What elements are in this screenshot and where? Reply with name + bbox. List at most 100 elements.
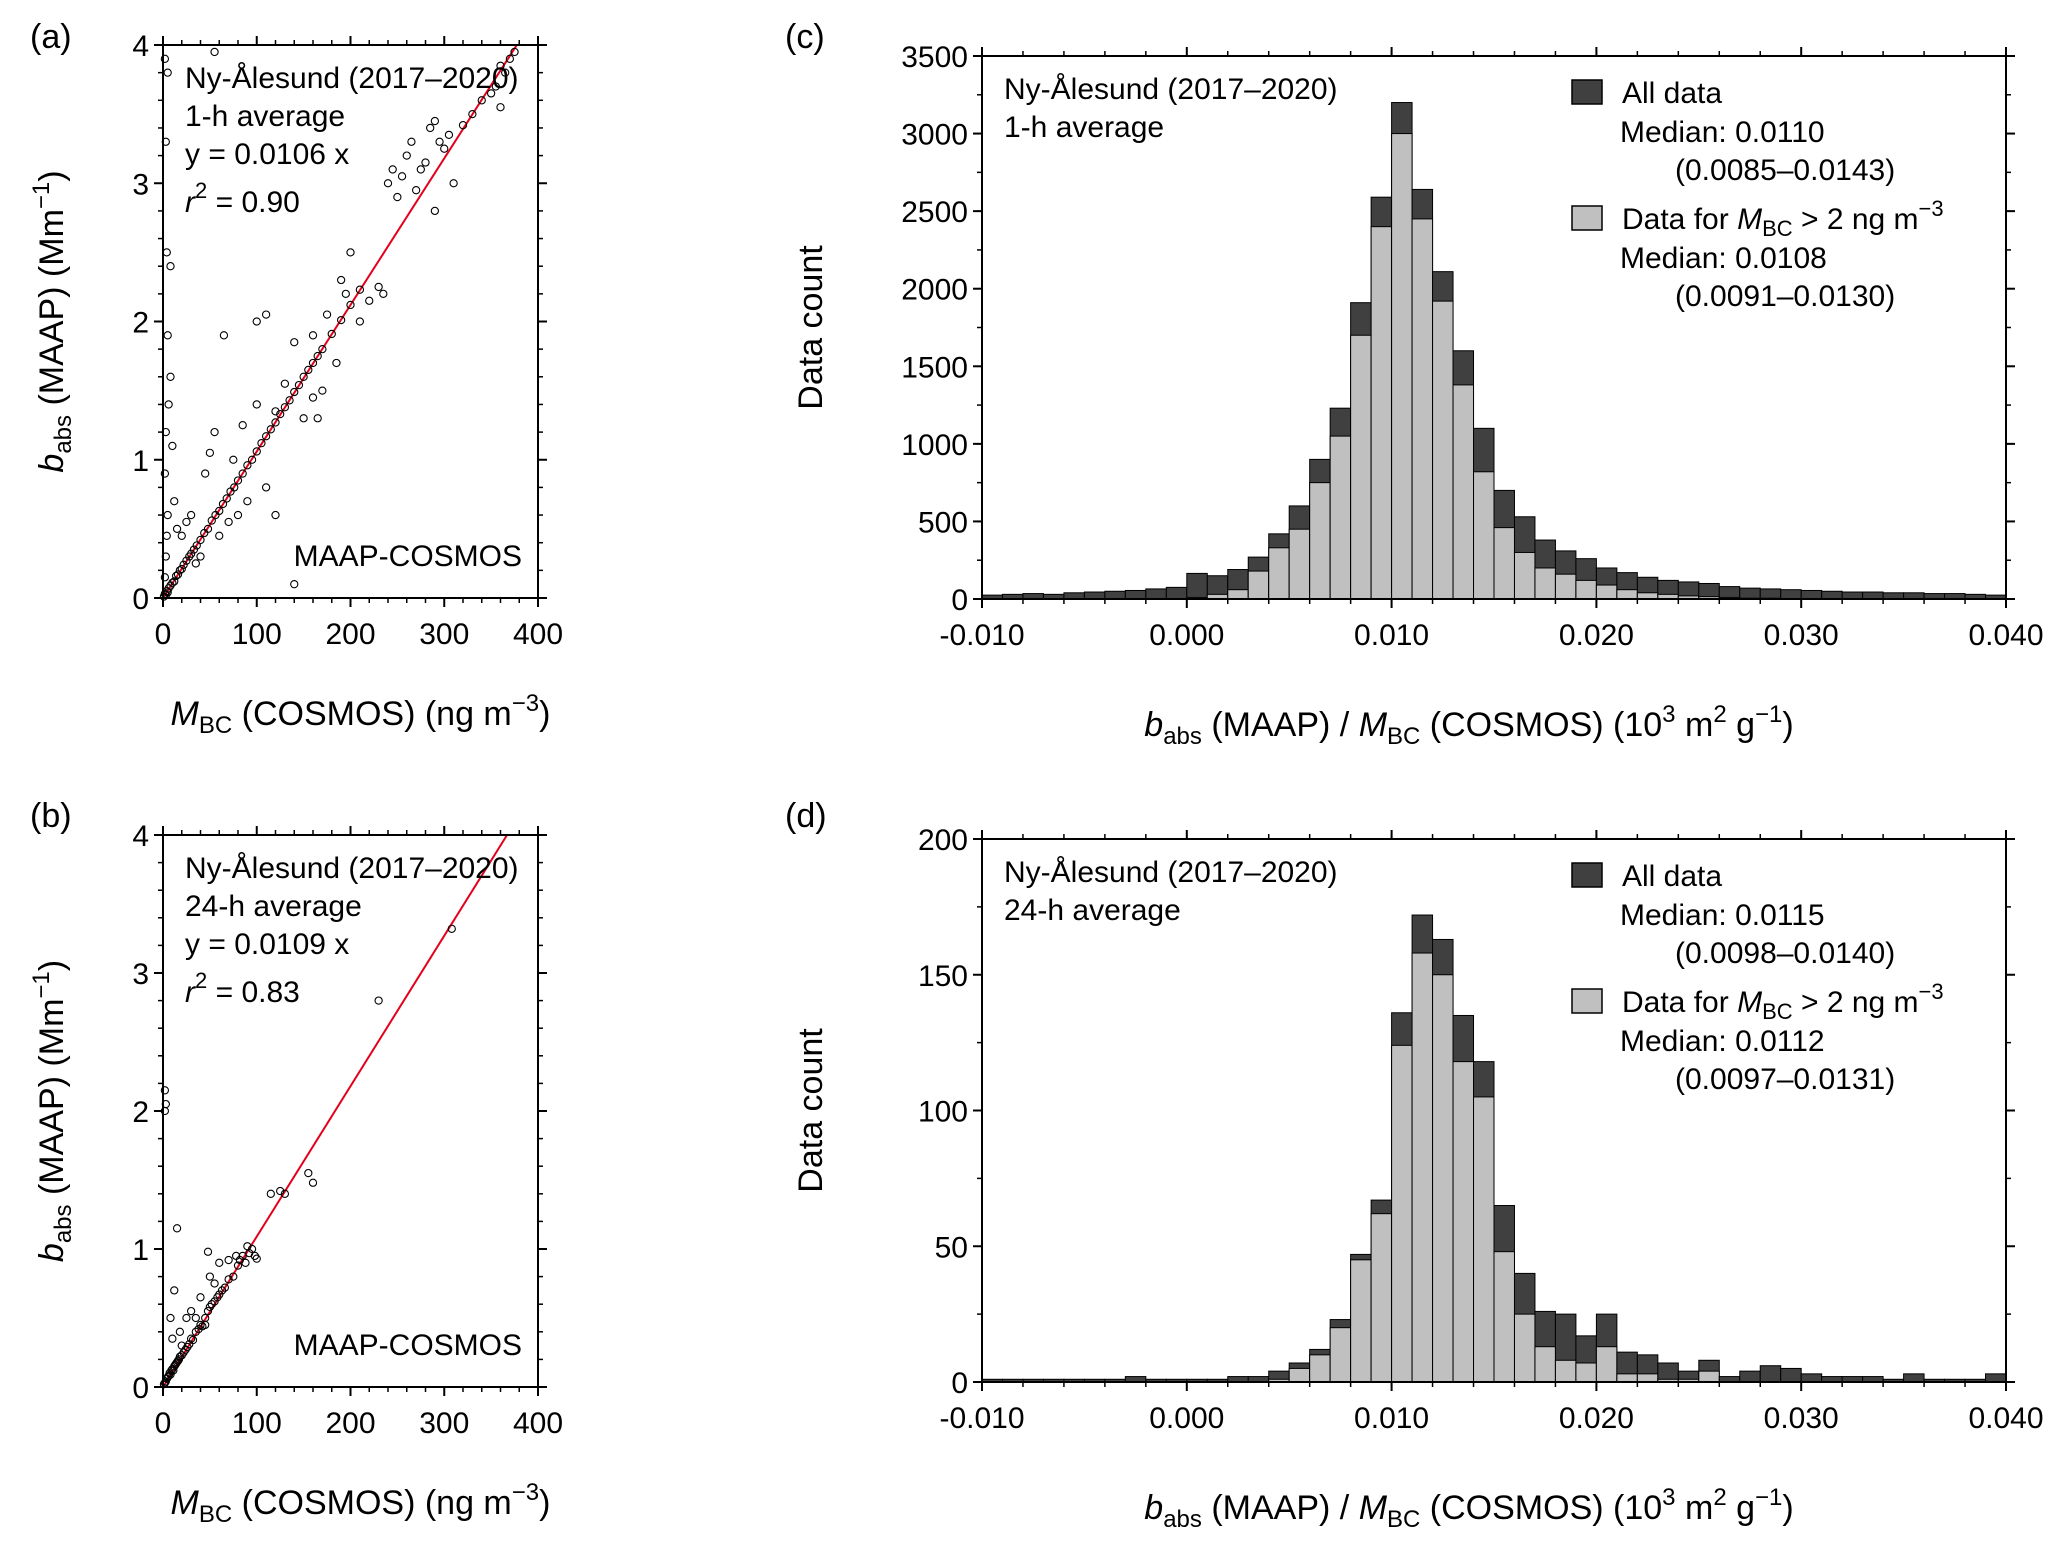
point-a-84: [253, 401, 260, 408]
point-a-89: [300, 415, 307, 422]
point-b-55: [188, 1308, 195, 1315]
bar-mbc-d-25: [1494, 1252, 1514, 1382]
y-axis-title-b: babs (MAAP) (Mm−1): [28, 960, 77, 1262]
point-a-67: [171, 498, 178, 505]
y-tick-label-c-4: 2000: [901, 274, 968, 307]
bar-all-c-7: [1125, 590, 1145, 599]
bar-all-c-39: [1781, 590, 1801, 599]
x-axis-title-b: MBC (COSMOS) (ng m−3): [171, 1479, 551, 1528]
bar-mbc-c-21: [1412, 219, 1432, 599]
bar-mbc-d-18: [1351, 1260, 1371, 1382]
bar-mbc-d-31: [1617, 1374, 1637, 1382]
y-axis-title-c: Data count: [792, 245, 830, 410]
point-a-78: [220, 332, 227, 339]
y-tick-label-a-2: 2: [132, 307, 149, 340]
point-a-65: [167, 263, 174, 270]
x-tick-label-d-1: 0.000: [1149, 1402, 1224, 1435]
bar-mbc-c-16: [1310, 483, 1330, 599]
figure: (a)0 100 200 300 40001234Ny-Ålesund (2017–20…: [0, 0, 2067, 1553]
legend-label-mbc-d: Data for MBC > 2 ng m−3: [1622, 979, 1944, 1024]
panel-a: (a)0 100 200 300 40001234Ny-Ålesund (2017–20…: [28, 18, 563, 739]
bar-all-d-39: [1781, 1368, 1801, 1382]
point-b-61: [204, 1248, 211, 1255]
y-tick-label-c-5: 2500: [901, 196, 968, 229]
point-b-52: [173, 1225, 180, 1232]
point-a-107: [417, 166, 424, 173]
point-a-75: [206, 449, 213, 456]
y-tick-label-c-3: 1500: [901, 351, 968, 384]
averaging-label-b: 24-h average: [185, 890, 362, 923]
averaging-label-c: 1-h average: [1004, 111, 1164, 144]
instrument-label-b: MAAP-COSMOS: [294, 1329, 522, 1362]
point-a-100: [384, 180, 391, 187]
point-b-63: [225, 1256, 232, 1263]
x-tick-label-b-0: 0: [155, 1407, 172, 1440]
r-squared-b: r2 = 0.83: [185, 968, 300, 1009]
x-axis-title-c: babs (MAAP) / MBC (COSMOS) (103 m2 g−1): [1144, 701, 1793, 750]
point-a-125: [497, 104, 504, 111]
bar-mbc-d-32: [1637, 1374, 1657, 1382]
point-a-90: [309, 332, 316, 339]
point-a-55: [164, 511, 171, 518]
bar-mbc-d-30: [1596, 1347, 1616, 1382]
y-tick-label-d-3: 150: [918, 960, 968, 993]
point-a-114: [450, 180, 457, 187]
bar-mbc-d-23: [1453, 1062, 1473, 1382]
x-tick-label-a-4: 400: [513, 618, 563, 651]
x-axis-title-d: babs (MAAP) / MBC (COSMOS) (103 m2 g−1): [1144, 1484, 1793, 1533]
bar-mbc-d-35: [1699, 1371, 1719, 1382]
point-a-103: [398, 173, 405, 180]
bar-mbc-c-15: [1289, 529, 1309, 599]
point-a-92: [323, 311, 330, 318]
point-a-61: [163, 249, 170, 256]
bar-all-c-10: [1187, 573, 1207, 599]
point-a-83: [244, 498, 251, 505]
bar-mbc-c-19: [1371, 227, 1391, 599]
point-a-58: [165, 401, 172, 408]
y-tick-label-a-1: 1: [132, 445, 149, 478]
legend-median-mbc-c: Median: 0.0108: [1620, 242, 1827, 275]
point-a-97: [356, 318, 363, 325]
legend-swatch-mbc-c: [1572, 206, 1602, 230]
averaging-label-d: 24-h average: [1004, 894, 1181, 927]
panel-b: (b) 0 100 200 300 400 0 1 2 3 4 Ny-Ålesund (2017–20…: [28, 797, 563, 1528]
point-a-102: [394, 193, 401, 200]
point-a-113: [445, 131, 452, 138]
bar-all-c-40: [1801, 590, 1821, 599]
panel-d: (d)-0.010 0.000 0.010 0.020 0.030 0.040050100…: [785, 797, 2044, 1533]
legend-swatch-mbc-d: [1572, 989, 1602, 1013]
point-a-85: [263, 484, 270, 491]
point-b-59: [206, 1273, 213, 1280]
point-a-69: [178, 532, 185, 539]
point-a-77: [216, 532, 223, 539]
y-tick-label-a-3: 3: [132, 168, 149, 201]
point-a-111: [436, 138, 443, 145]
bar-all-d-49: [1986, 1374, 2006, 1382]
bar-mbc-d-16: [1310, 1355, 1330, 1382]
point-a-126: [211, 48, 218, 55]
point-b-56: [192, 1314, 199, 1321]
point-a-73: [197, 553, 204, 560]
legend-label-all-d: All data: [1622, 860, 1722, 893]
point-a-106: [413, 187, 420, 194]
point-a-98: [366, 297, 373, 304]
point-b-74: [176, 1328, 183, 1335]
site-label-c: Ny-Ålesund (2017–2020): [1004, 73, 1338, 106]
bar-mbc-c-17: [1330, 436, 1350, 599]
point-b-75: [167, 1314, 174, 1321]
point-a-79: [225, 518, 232, 525]
bar-mbc-c-27: [1535, 568, 1555, 599]
y-tick-label-c-0: 0: [951, 584, 968, 617]
y-tick-label-d-1: 50: [935, 1231, 968, 1264]
fit-equation-a: y = 0.0106 x: [185, 138, 349, 171]
bar-mbc-d-24: [1474, 1097, 1494, 1382]
legend-median-all-c: Median: 0.0110: [1620, 116, 1825, 149]
x-tick-label-a-1: 100: [232, 618, 282, 651]
point-b-69: [305, 1170, 312, 1177]
y-tick-label-c-7: 3500: [901, 41, 968, 74]
point-a-70: [183, 518, 190, 525]
y-tick-label-c-2: 1000: [901, 429, 968, 462]
y-axis-title-a: babs (MAAP) (Mm−1): [28, 170, 77, 472]
x-tick-label-a-3: 300: [419, 618, 469, 651]
y-tick-label-b-2: 2: [132, 1096, 149, 1129]
